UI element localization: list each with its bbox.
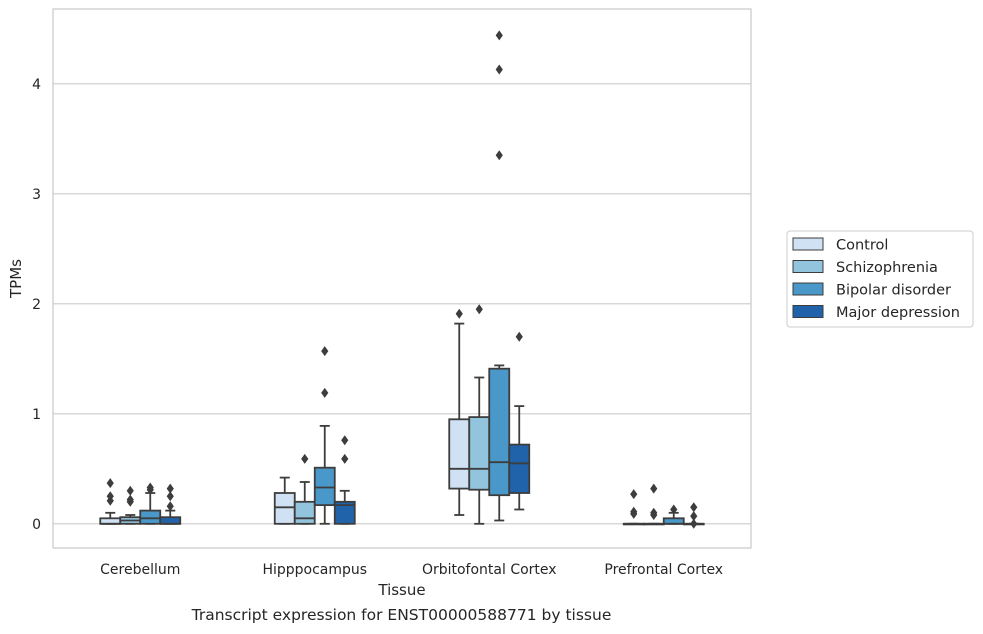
box-group (508, 331, 531, 511)
y-tick-label: 0 (32, 517, 41, 533)
outlier-point (690, 511, 698, 522)
outlier-point (455, 308, 463, 319)
box-rect (293, 500, 316, 525)
box-group (119, 485, 142, 525)
x-tick-label: Prefrontal Cortex (604, 562, 723, 578)
box-rect (508, 443, 531, 494)
legend: Control Schizophrenia Bipolar disorder Majo… (786, 230, 974, 328)
legend-swatch (792, 260, 824, 273)
outlier-point (475, 304, 483, 315)
outlier-point (126, 485, 134, 496)
plot-frame (52, 8, 752, 549)
outlier-point (650, 507, 658, 518)
boxes-layer (99, 30, 705, 529)
box-group (333, 435, 356, 525)
box-rect (333, 500, 356, 525)
outlier-point (166, 483, 174, 494)
box-group (662, 504, 685, 525)
outlier-point (515, 331, 523, 342)
y-tick-label: 3 (32, 187, 41, 203)
figure-caption: Transcript expression for ENST0000058877… (191, 606, 612, 624)
outlier-point (301, 453, 309, 464)
grid-lines (53, 83, 751, 525)
outlier-point (690, 502, 698, 513)
box-group (682, 502, 705, 529)
outlier-point (495, 64, 503, 75)
outlier-point (341, 435, 349, 446)
outlier-point (321, 387, 329, 398)
y-tick-label: 1 (32, 407, 41, 423)
box-rect (313, 466, 336, 507)
box-group (642, 483, 665, 526)
legend-swatch (792, 282, 824, 296)
box-group (159, 483, 182, 525)
x-axis-label: Tissue (377, 581, 425, 599)
outlier-point (166, 491, 174, 502)
legend-swatch (792, 305, 824, 318)
box-group (488, 30, 511, 522)
box-group (139, 482, 162, 525)
box-rect (448, 418, 471, 490)
box-rect (468, 416, 491, 491)
box-group (293, 453, 316, 525)
legend-label: Schizophrenia (836, 260, 938, 276)
y-axis-label: TPMs (7, 259, 25, 299)
outlier-point (630, 506, 638, 517)
outlier-point (106, 491, 114, 502)
tick-labels: 0 1 2 3 4 Cerebellum Hipppocampus Orbitofontal … (32, 77, 723, 578)
box-group (273, 476, 296, 525)
x-tick-label: Cerebellum (100, 562, 180, 578)
x-tick-label: Hipppocampus (262, 562, 367, 578)
box-rect (159, 516, 182, 525)
outlier-point (670, 504, 678, 515)
outlier-point (495, 30, 503, 41)
box-group (468, 304, 491, 525)
legend-swatch (792, 237, 824, 251)
outlier-point (166, 501, 174, 512)
outlier-point (495, 150, 503, 161)
box-group (313, 346, 336, 525)
outlier-point (690, 518, 698, 529)
outlier-point (630, 489, 638, 500)
outlier-point (146, 482, 154, 493)
outlier-point (126, 494, 134, 505)
box-rect (273, 492, 296, 525)
box-group (99, 478, 122, 525)
outlier-point (106, 478, 114, 489)
box-rect (488, 367, 511, 497)
legend-frame (786, 230, 974, 328)
legend-label: Control (836, 238, 888, 254)
y-tick-label: 2 (32, 297, 41, 313)
box-rect (139, 509, 162, 525)
legend-label: Bipolar disorder (836, 283, 951, 299)
box-group (448, 308, 471, 516)
outlier-point (341, 453, 349, 464)
outlier-point (650, 483, 658, 494)
y-tick-label: 4 (32, 77, 41, 93)
box-group (622, 489, 645, 526)
x-tick-label: Orbitofontal Cortex (422, 562, 557, 578)
legend-label: Major depression (836, 305, 960, 321)
outlier-point (321, 346, 329, 357)
